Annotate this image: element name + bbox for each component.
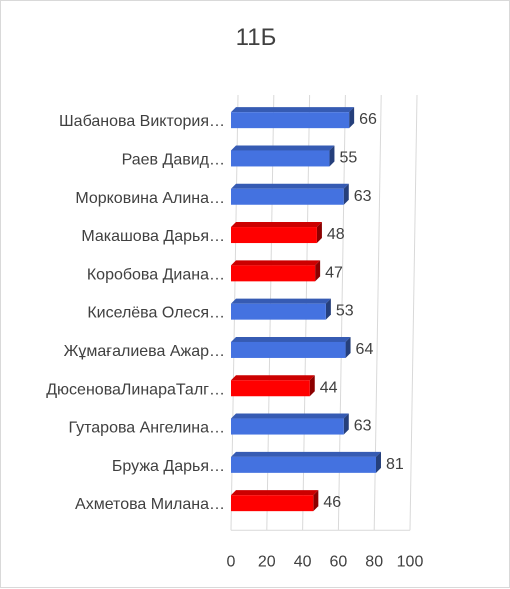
data-label: 53 [336,303,354,320]
data-label: 66 [359,111,377,128]
category-label: Макашова Дарья… [81,228,225,245]
bar [231,222,322,244]
category-label: Киселёва Олеся… [87,305,225,322]
x-tick-label: 20 [258,553,276,570]
x-tick-label: 80 [365,553,383,570]
data-label: 64 [356,341,374,358]
data-label: 47 [325,264,343,281]
x-tick-label: 60 [330,553,348,570]
data-label: 44 [320,379,338,396]
bar [231,413,349,435]
category-label: Шабанова Виктория… [59,113,225,130]
bar [231,375,315,397]
bar [231,183,349,205]
category-label: ДюсеноваЛинараТалг… [46,381,225,398]
bar [231,298,331,320]
data-label: 46 [323,494,341,511]
x-tick-label: 100 [397,553,424,570]
category-label: Морковина Алина… [75,190,225,207]
category-label: Ахметова Милана… [75,496,225,513]
x-tick-label: 40 [294,553,312,570]
category-label: Жұмағалиева Ажар… [64,343,225,360]
x-tick-label: 0 [227,553,236,570]
data-label: 48 [327,226,345,243]
bar [231,107,355,129]
bar [231,145,335,167]
data-label: 81 [386,456,404,473]
category-label: Раев Давид… [122,151,225,168]
chart-title: 11Б [236,24,277,51]
data-label: 55 [339,149,357,166]
bar [231,490,319,512]
data-label: 63 [354,188,372,205]
bar [231,451,381,473]
bar [231,260,321,282]
category-label: Бружа Дарья… [112,458,225,475]
category-label: Коробова Диана… [87,266,225,283]
gridline [409,94,418,531]
category-label: Гутарова Ангелина… [69,420,225,437]
data-label: 63 [354,418,372,435]
bar [231,336,351,358]
